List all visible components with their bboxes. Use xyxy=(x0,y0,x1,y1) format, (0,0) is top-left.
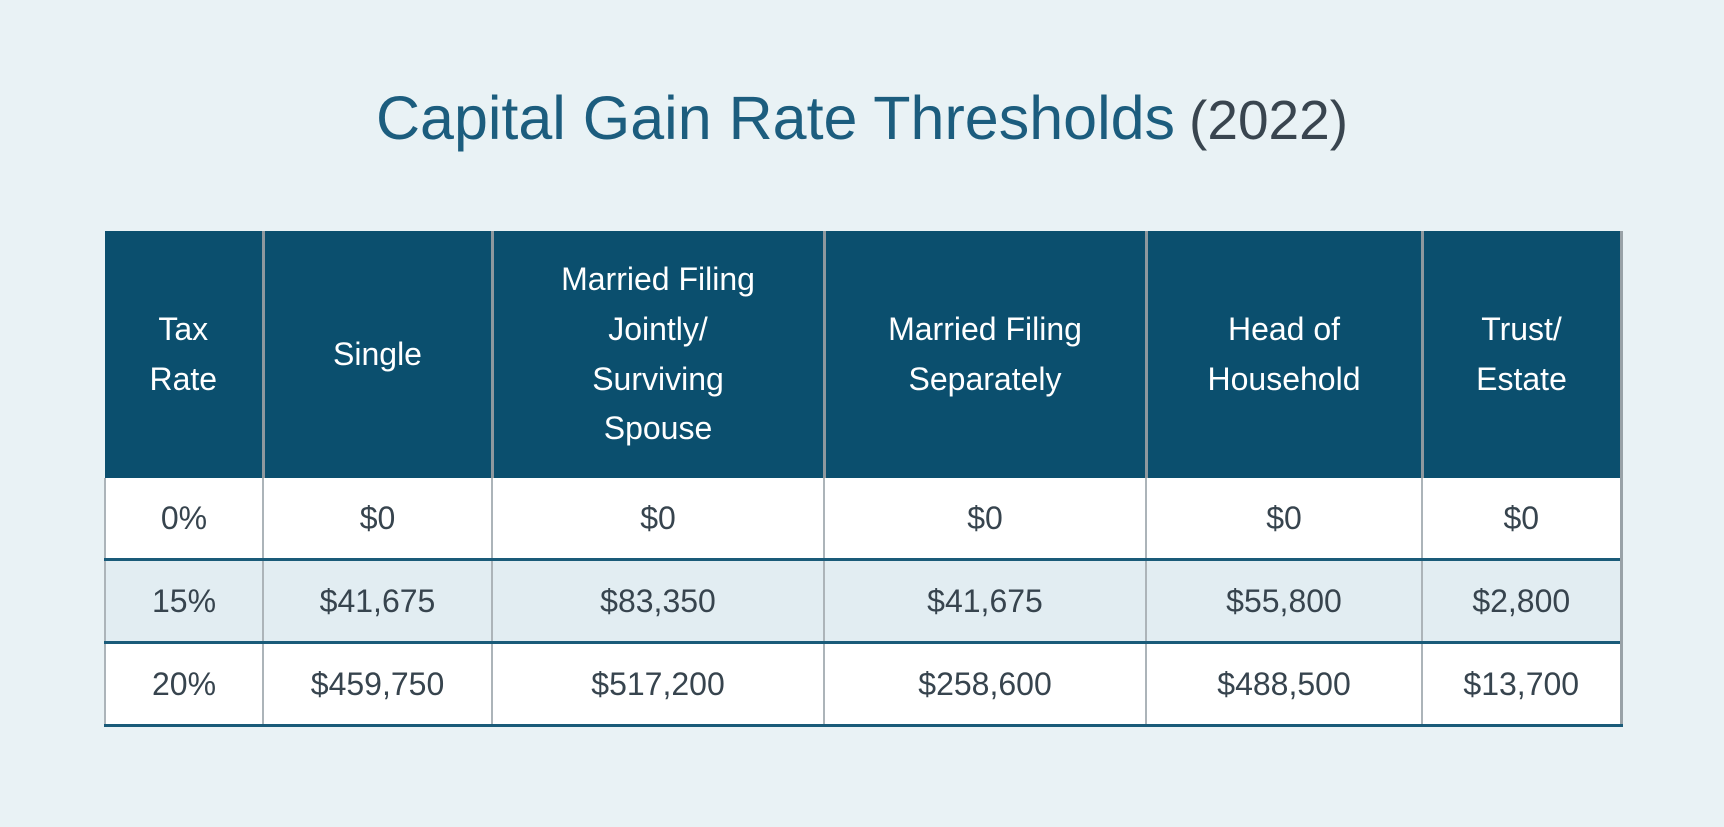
header-trust-estate: Trust/ Estate xyxy=(1422,231,1623,478)
cell-15pct-tax-rate: 15% xyxy=(104,558,264,643)
cell-20pct-tax-rate: 20% xyxy=(104,641,264,727)
table-row-0-percent: 0% $0 $0 $0 $0 $0 xyxy=(104,478,1623,560)
header-single: Single xyxy=(263,231,494,478)
title-year-text: (2022) xyxy=(1189,89,1349,151)
cell-15pct-trust-estate: $2,800 xyxy=(1422,558,1623,643)
header-married-filing-separately: Married Filing Separately xyxy=(824,231,1148,478)
header-tax-rate: Tax Rate xyxy=(105,231,265,478)
cell-0pct-married-jointly: $0 xyxy=(492,478,825,560)
title-main-text: Capital Gain Rate Thresholds xyxy=(375,84,1176,152)
cell-20pct-married-separately: $258,600 xyxy=(824,641,1147,727)
cell-0pct-single: $0 xyxy=(263,478,493,560)
page-title: Capital Gain Rate Thresholds (2022) xyxy=(0,88,1724,149)
cell-0pct-tax-rate: 0% xyxy=(104,478,264,560)
header-married-filing-jointly: Married Filing Jointly/ Surviving Spouse xyxy=(492,231,826,478)
cell-0pct-trust-estate: $0 xyxy=(1422,478,1623,560)
cell-20pct-head-of-household: $488,500 xyxy=(1146,641,1423,727)
table-row-15-percent: 15% $41,675 $83,350 $41,675 $55,800 $2,8… xyxy=(104,558,1623,643)
cell-15pct-single: $41,675 xyxy=(263,558,493,643)
cell-20pct-single: $459,750 xyxy=(263,641,493,727)
cell-20pct-trust-estate: $13,700 xyxy=(1422,641,1623,727)
table-row-20-percent: 20% $459,750 $517,200 $258,600 $488,500 … xyxy=(104,641,1623,727)
cell-15pct-married-separately: $41,675 xyxy=(824,558,1147,643)
cell-0pct-head-of-household: $0 xyxy=(1146,478,1423,560)
cell-15pct-married-jointly: $83,350 xyxy=(492,558,825,643)
cell-20pct-married-jointly: $517,200 xyxy=(492,641,825,727)
header-head-of-household: Head of Household xyxy=(1146,231,1424,478)
cell-0pct-married-separately: $0 xyxy=(824,478,1147,560)
thresholds-table: Tax Rate Single Married Filing Jointly/ … xyxy=(104,231,1623,727)
header-row: Tax Rate Single Married Filing Jointly/ … xyxy=(105,231,1623,478)
cell-15pct-head-of-household: $55,800 xyxy=(1146,558,1423,643)
